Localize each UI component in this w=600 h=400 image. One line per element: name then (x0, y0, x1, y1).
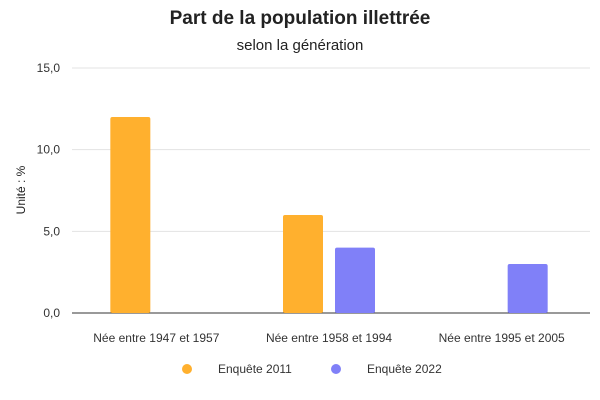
x-tick-label: Née entre 1995 et 2005 (439, 331, 565, 345)
bar[interactable] (335, 247, 375, 313)
y-tick-label: 10,0 (37, 143, 61, 157)
chart-legend: Enquête 2011 Enquête 2022 (0, 362, 600, 380)
bar[interactable] (110, 117, 151, 313)
x-tick-label: Née entre 1958 et 1994 (266, 331, 392, 345)
x-tick-label: Née entre 1947 et 1957 (93, 331, 219, 345)
legend-label-2011: Enquête 2011 (218, 362, 292, 376)
y-tick-label: 15,0 (37, 61, 61, 75)
legend-item-2011[interactable]: Enquête 2011 (182, 362, 292, 376)
y-axis-label: Unité : % (14, 165, 28, 214)
chart-title: Part de la population illettrée (169, 8, 431, 29)
chart-subtitle: selon la génération (236, 37, 364, 54)
y-tick-label: 0,0 (43, 306, 60, 320)
y-tick-label: 5,0 (43, 224, 60, 238)
legend-label-2022: Enquête 2022 (367, 362, 442, 376)
legend-item-2022[interactable]: Enquête 2022 (331, 362, 442, 376)
bar-chart: 0,0 5,0 10,0 15,0 Unité : % Née entre 1947 et… (14, 61, 590, 345)
legend-swatch-2011 (182, 364, 192, 374)
legend-swatch-2022 (331, 364, 341, 374)
bar[interactable] (507, 264, 548, 313)
bar[interactable] (283, 215, 323, 313)
